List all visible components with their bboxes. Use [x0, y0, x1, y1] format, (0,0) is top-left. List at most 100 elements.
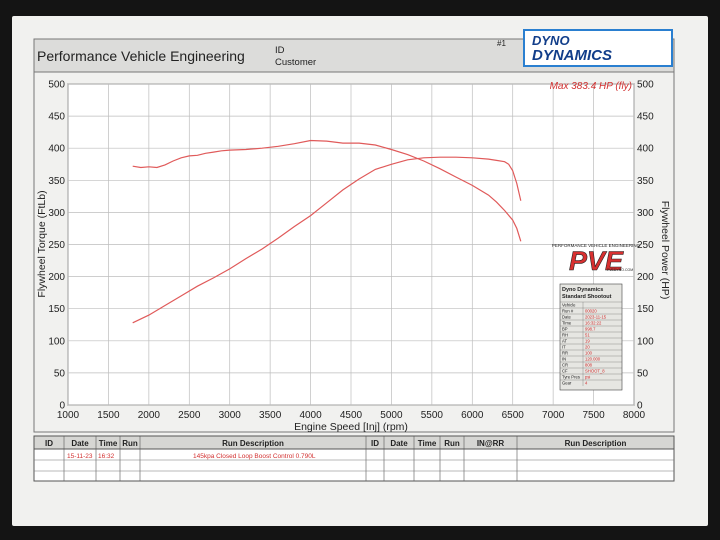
x-tick-label: 1000: [57, 410, 80, 421]
sheet-number: #1: [497, 39, 506, 48]
y-tick-label: 250: [48, 240, 65, 251]
y-tick-label: 350: [48, 176, 65, 187]
y2-tick-label: 100: [637, 336, 654, 347]
company-name: Performance Vehicle Engineering: [37, 48, 245, 64]
conditions-value: 808: [585, 363, 593, 368]
x-tick-label: 3500: [259, 410, 282, 421]
conditions-key: Tyre Pres: [562, 375, 580, 380]
x-tick-label: 6500: [502, 410, 525, 421]
conditions-key: Run #: [562, 309, 574, 314]
series-line: [132, 139, 522, 242]
y-tick-labels: 0 50 100 150 200 250 300 350 400 450 500: [48, 80, 65, 412]
table-header-cell: Run: [122, 439, 138, 448]
table-header-cell: Time: [418, 439, 437, 448]
x-tick-labels: 1000 1500 2000 2500 3000 3500 4000 4500 5000 5500…: [57, 410, 646, 421]
conditions-key: RR: [562, 351, 568, 356]
table-header-cell: Date: [390, 439, 408, 448]
y-axis-label: Flywheel Torque (FtLb): [36, 190, 48, 297]
y2-axis-label: Flywheel Power (HP): [659, 201, 671, 300]
conditions-value: 51: [585, 333, 590, 338]
conditions-key: Vehicle: [562, 303, 576, 308]
run-table: ID Date Time Run Run Description ID Date Time Ru…: [33, 435, 675, 482]
y-tick-label: 400: [48, 144, 65, 155]
pve-tagline: PERFORMANCE VEHICLE ENGINEERING: [552, 243, 641, 248]
pve-subtext: PVEDYNO.COM: [607, 268, 633, 272]
conditions-title-1: Dyno Dynamics: [562, 287, 603, 293]
conditions-value: 19: [585, 339, 590, 344]
conditions-key: IN: [562, 357, 566, 362]
x-tick-label: 4500: [340, 410, 363, 421]
table-header-cell: Run Description: [565, 439, 627, 448]
conditions-key: RH: [562, 333, 568, 338]
conditions-value: SHOOT_8: [585, 369, 605, 374]
x-tick-label: 2000: [138, 410, 161, 421]
dyno-chart: Performance Vehicle Engineering ID Custo…: [33, 29, 675, 482]
x-tick-label: 2500: [178, 410, 201, 421]
conditions-value: 2023-11-15: [585, 315, 607, 320]
table-header-cell: ID: [371, 439, 379, 448]
x-tick-label: 3000: [219, 410, 242, 421]
x-tick-label: 8000: [623, 410, 646, 421]
conditions-key: Time: [562, 321, 572, 326]
conditions-key: AT: [562, 339, 567, 344]
y2-tick-label: 450: [637, 112, 654, 123]
x-tick-label: 5500: [421, 410, 444, 421]
run-table-columns: ID Date Time Run Run Description ID Date Time Ru…: [45, 436, 627, 481]
customer-label: Customer: [275, 57, 316, 68]
y-tick-label: 50: [54, 368, 66, 379]
conditions-key: CF: [562, 369, 568, 374]
x-tick-label: 5000: [380, 410, 403, 421]
conditions-box: Dyno Dynamics Standard Shootout VehicleR…: [559, 283, 623, 391]
x-tick-label: 1500: [97, 410, 120, 421]
run-table-header: [33, 435, 675, 450]
conditions-value: psi: [585, 375, 590, 380]
y-tick-label: 100: [48, 336, 65, 347]
dyno-dynamics-logo: [523, 29, 673, 67]
table-header-cell: Run: [444, 439, 460, 448]
conditions-value: 00020: [585, 309, 597, 314]
conditions-key: Date: [562, 315, 572, 320]
x-tick-label: 6000: [461, 410, 484, 421]
conditions-value: 20: [585, 345, 590, 350]
conditions-key: IT: [562, 345, 566, 350]
table-header-cell: Run Description: [222, 439, 284, 448]
grid: [67, 83, 635, 406]
logo-text-dyno: DYNO: [532, 33, 570, 48]
conditions-value: 120.000: [585, 357, 601, 362]
conditions-value: 4: [585, 381, 588, 386]
y2-tick-label: 500: [637, 80, 654, 91]
table-header-cell: Date: [71, 439, 89, 448]
x-tick-label: 4000: [299, 410, 322, 421]
table-header-cell: IN@RR: [477, 439, 505, 448]
id-label: ID: [275, 45, 285, 56]
conditions-key: CR: [562, 363, 568, 368]
x-tick-label: 7000: [542, 410, 565, 421]
pve-logo: PVE: [569, 246, 624, 276]
max-hp-label: Max 383.4 HP (fly): [550, 81, 632, 92]
dyno-sheet: Performance Vehicle Engineering ID Custo…: [12, 16, 708, 526]
y-tick-label: 500: [48, 80, 65, 91]
y2-tick-label: 250: [637, 240, 654, 251]
conditions-value: 100: [585, 351, 593, 356]
y-tick-label: 300: [48, 208, 65, 219]
series-line: [132, 156, 522, 324]
row-date: 15-11-23: [67, 453, 93, 460]
y2-tick-labels: 0 50 100 150 200 250 300 350 400 450 500: [637, 80, 654, 412]
y2-tick-label: 400: [637, 144, 654, 155]
row-time: 16:32: [98, 453, 115, 460]
y2-tick-label: 200: [637, 272, 654, 283]
y2-tick-label: 0: [637, 401, 643, 412]
y2-tick-label: 300: [637, 208, 654, 219]
conditions-box-frame: [559, 283, 623, 391]
conditions-key: BP: [562, 327, 568, 332]
y-tick-label: 450: [48, 112, 65, 123]
conditions-title-2: Standard Shootout: [562, 294, 612, 300]
x-axis-label: Engine Speed [Inj] (rpm): [294, 421, 408, 433]
chart-frame: [33, 71, 675, 433]
y-tick-label: 200: [48, 272, 65, 283]
y2-tick-label: 150: [637, 304, 654, 315]
y-tick-label: 150: [48, 304, 65, 315]
row-description: 145kpa Closed Loop Boost Control 0.790L: [193, 453, 316, 460]
conditions-value: 998.7: [585, 327, 596, 332]
